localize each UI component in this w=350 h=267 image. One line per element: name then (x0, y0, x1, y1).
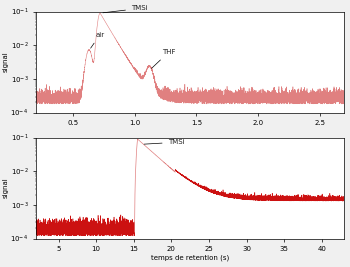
Text: TMSi: TMSi (103, 5, 148, 13)
Text: TMSi: TMSi (144, 139, 184, 145)
Y-axis label: signal: signal (2, 52, 8, 72)
X-axis label: temps de retention (s): temps de retention (s) (151, 255, 229, 261)
Y-axis label: signal: signal (2, 178, 8, 198)
Text: air: air (91, 32, 104, 48)
Text: THF: THF (152, 49, 175, 68)
